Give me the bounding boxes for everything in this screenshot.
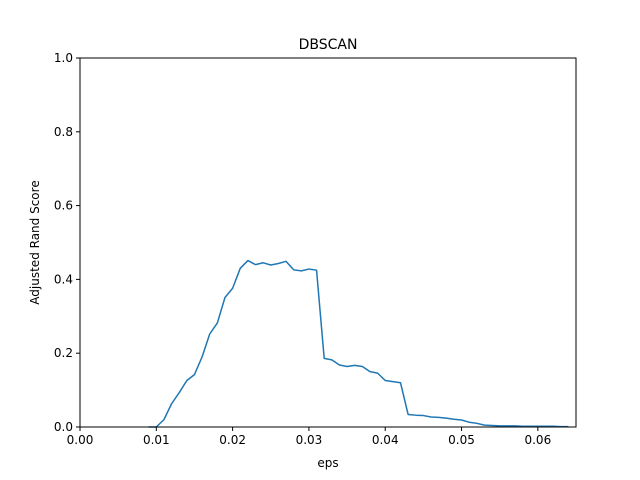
x-tick-label: 0.02 [219,433,246,447]
x-tick-label: 0.03 [296,433,323,447]
chart-title: DBSCAN [299,37,358,53]
y-tick-label: 1.0 [54,51,73,65]
x-tick-label: 0.00 [67,433,94,447]
x-axis-label: eps [317,456,338,470]
plot-frame [79,57,577,428]
y-tick-label: 0.2 [54,346,73,360]
series-layer [148,259,569,428]
y-tick-label: 0.4 [54,272,73,286]
y-axis-label: Adjusted Rand Score [28,180,42,304]
y-tick-label: 0.8 [54,125,73,139]
y-axis: 0.0 0.2 0.4 0.6 0.8 1.0 [54,51,80,434]
x-axis: 0.00 0.01 0.02 0.03 0.04 0.05 0.06 [67,427,551,447]
x-tick-label: 0.04 [372,433,399,447]
x-tick-label: 0.05 [448,433,475,447]
series-line [148,259,569,428]
x-tick-label: 0.01 [143,433,170,447]
y-tick-label: 0.6 [54,199,73,213]
x-tick-label: 0.06 [524,433,551,447]
y-tick-label: 0.0 [54,420,73,434]
